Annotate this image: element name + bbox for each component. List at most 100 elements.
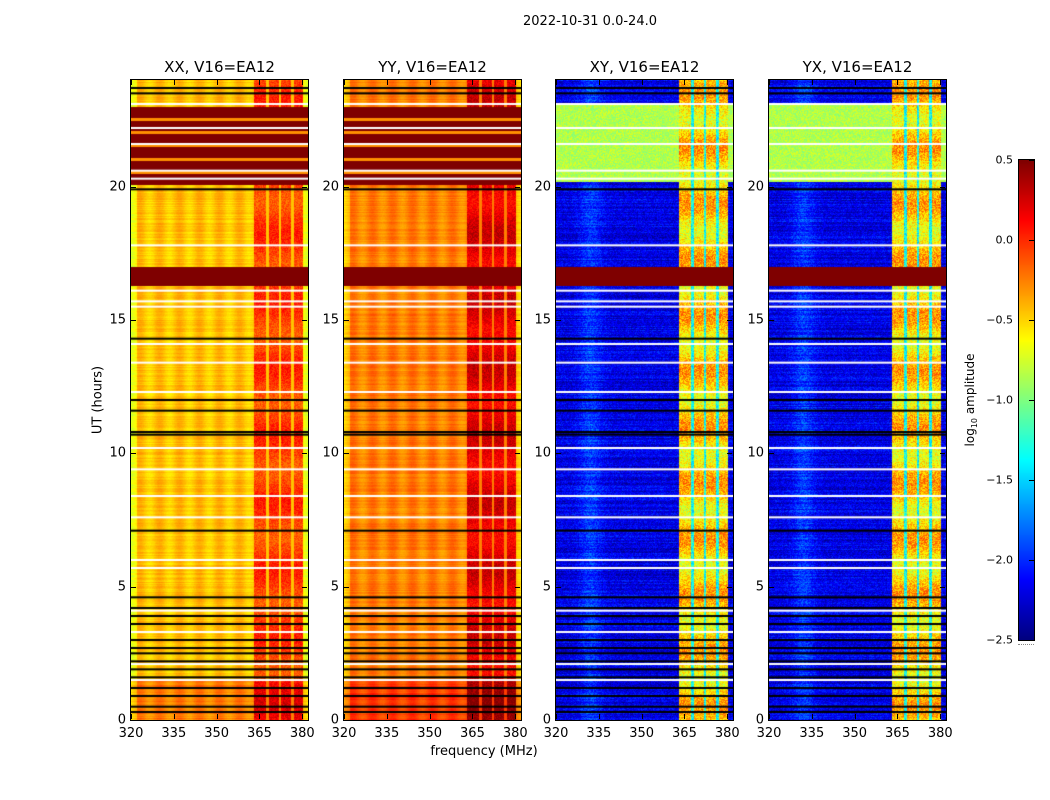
x-tick-mark	[940, 80, 942, 85]
y-tick-label: 20	[534, 179, 551, 195]
y-tick-mark	[769, 586, 774, 588]
y-tick-mark	[344, 586, 349, 588]
x-tick-mark	[344, 714, 345, 719]
y-tick-mark	[131, 586, 136, 588]
y-tick-label: 20	[747, 179, 764, 195]
x-tick-label: 380	[927, 726, 953, 741]
x-tick-mark	[515, 80, 517, 85]
panel-title: XX, V16=EA12	[164, 58, 275, 76]
panel-yx: YX, V16=EA12 0 5 10 15 20 320 335 350 365 380	[747, 58, 952, 741]
x-tick-label: 350	[417, 726, 443, 741]
colorbar: 0.5 0.0 −0.5 −1.0 −1.5 −2.0 −2.5	[986, 154, 1035, 647]
x-tick-label: 380	[289, 726, 315, 741]
y-tick-mark	[302, 720, 307, 721]
x-tick-mark	[173, 714, 175, 719]
colorbar-label-sub: 10	[970, 417, 980, 429]
x-tick-label: 350	[204, 726, 230, 741]
panel-title: YX, V16=EA12	[802, 58, 913, 76]
y-tick-mark	[727, 453, 732, 455]
x-tick-mark	[598, 714, 600, 719]
y-tick-mark	[515, 720, 520, 721]
y-tick-mark	[940, 186, 945, 188]
y-tick-mark	[940, 720, 945, 721]
y-tick-label: 0	[542, 712, 551, 728]
y-tick-label: 15	[109, 312, 126, 328]
x-tick-mark	[131, 80, 132, 85]
x-tick-label: 335	[799, 726, 825, 741]
x-tick-mark	[727, 714, 729, 719]
x-tick-mark	[302, 714, 304, 719]
y-tick-mark	[344, 186, 349, 188]
y-tick-mark	[769, 720, 774, 721]
x-tick-label: 350	[629, 726, 655, 741]
colorbar-tick-label: 0.0	[995, 233, 1014, 247]
colorbar-extension-dots	[1018, 644, 1034, 645]
y-tick-label: 0	[755, 712, 764, 728]
x-tick-mark	[344, 80, 345, 85]
y-tick-mark	[727, 720, 732, 721]
x-tick-mark	[515, 714, 517, 719]
y-tick-mark	[302, 586, 307, 588]
y-tick-label: 10	[109, 445, 126, 461]
x-tick-label: 365	[460, 726, 485, 741]
x-tick-label: 365	[885, 726, 910, 741]
colorbar-tick-mark	[1029, 480, 1034, 481]
y-tick-label: 20	[109, 179, 126, 195]
y-tick-mark	[131, 720, 136, 721]
heatmap-yy	[344, 80, 521, 720]
colorbar-tick-label: −0.5	[986, 313, 1013, 327]
x-tick-mark	[897, 80, 899, 85]
y-tick-mark	[131, 453, 136, 455]
y-tick-mark	[556, 320, 561, 321]
x-tick-mark	[811, 80, 813, 85]
y-tick-label: 15	[747, 312, 764, 328]
x-tick-mark	[854, 714, 856, 719]
x-tick-mark	[556, 80, 557, 85]
x-tick-mark	[259, 80, 261, 85]
y-tick-mark	[940, 320, 945, 321]
y-tick-label: 20	[322, 179, 339, 195]
x-tick-mark	[302, 80, 304, 85]
x-tick-label: 320	[543, 726, 569, 741]
colorbar-tick-mark	[1029, 240, 1034, 241]
y-tick-mark	[556, 453, 561, 455]
x-tick-mark	[727, 80, 729, 85]
x-tick-label: 320	[331, 726, 357, 741]
x-tick-mark	[641, 80, 643, 85]
x-tick-mark	[429, 80, 431, 85]
x-tick-mark	[684, 80, 686, 85]
y-tick-mark	[556, 720, 561, 721]
x-tick-mark	[556, 714, 557, 719]
colorbar-tick-label: −1.5	[986, 473, 1013, 487]
x-tick-mark	[173, 80, 175, 85]
x-tick-mark	[386, 80, 388, 85]
figure-suptitle: 2022-10-31 0.0-24.0	[523, 14, 657, 29]
y-tick-label: 0	[330, 712, 339, 728]
y-tick-mark	[302, 320, 307, 321]
x-tick-label: 380	[714, 726, 740, 741]
y-tick-mark	[556, 186, 561, 188]
y-tick-mark	[769, 320, 774, 321]
x-tick-mark	[897, 714, 899, 719]
panel-title: YY, V16=EA12	[378, 58, 487, 76]
y-tick-mark	[344, 720, 349, 721]
y-tick-label: 5	[542, 579, 551, 595]
y-tick-mark	[344, 453, 349, 455]
y-tick-label: 10	[534, 445, 551, 461]
y-tick-mark	[515, 186, 520, 188]
x-tick-mark	[216, 80, 218, 85]
colorbar-label-suffix: amplitude	[962, 353, 977, 418]
colorbar-label: log10 amplitude	[963, 335, 979, 465]
y-tick-mark	[302, 453, 307, 455]
colorbar-tick-label: −2.5	[986, 633, 1013, 647]
panel-xx: XX, V16=EA12 0 5 10 15 20 320 335 350 365 380	[109, 58, 314, 741]
x-tick-mark	[131, 714, 132, 719]
colorbar-tick-mark	[1029, 160, 1034, 161]
x-tick-label: 335	[161, 726, 187, 741]
x-tick-mark	[769, 80, 770, 85]
panel-yy: YY, V16=EA12 0 5 10 15 20 320 335 350 365 380	[322, 58, 527, 741]
y-tick-mark	[344, 320, 349, 321]
x-axis-label: frequency (MHz)	[430, 744, 538, 759]
y-tick-label: 5	[330, 579, 339, 595]
y-tick-mark	[940, 453, 945, 455]
